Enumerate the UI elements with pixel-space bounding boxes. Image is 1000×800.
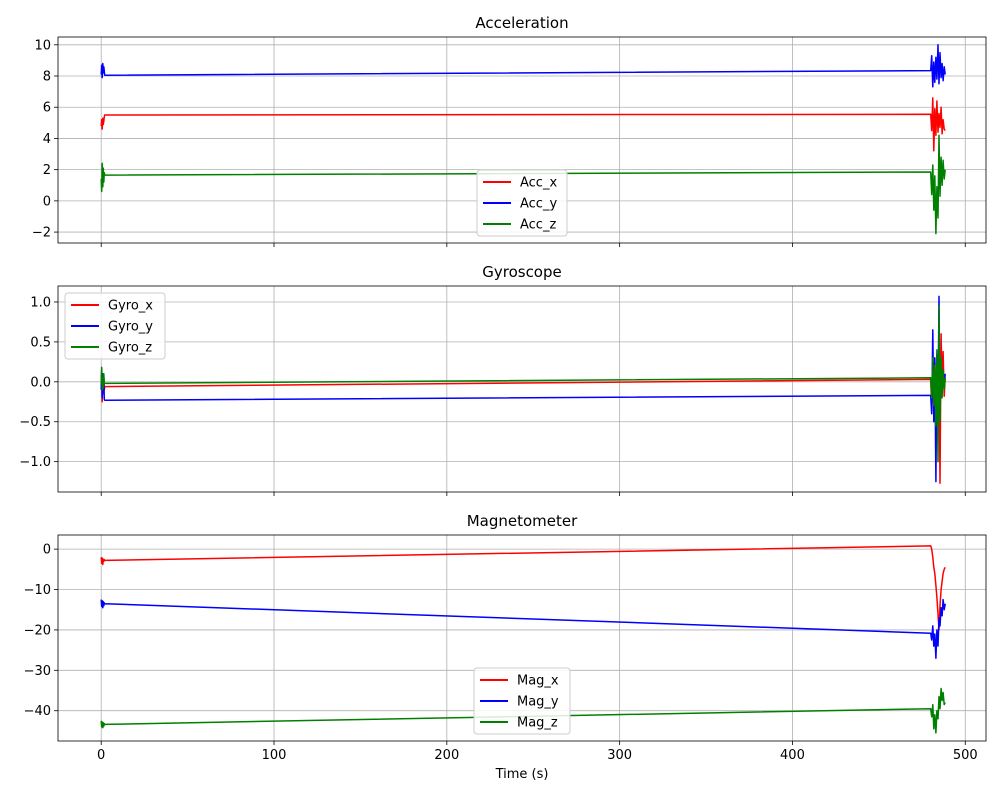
y-tick-label: 0.0: [30, 375, 51, 390]
subplot-2: −1.0−0.50.00.51.0GyroscopeGyro_xGyro_yGy…: [19, 263, 987, 496]
legend-box: [476, 169, 568, 237]
y-tick-label: −1.0: [19, 455, 51, 470]
series-line-acc-x: [100, 97, 946, 152]
legend-box: [473, 667, 571, 735]
legend-label: Gyro_y: [108, 320, 153, 335]
axes-frame: [57, 36, 987, 244]
series-line-gyro-z: [100, 305, 946, 463]
legend-label: Gyro_x: [108, 299, 153, 314]
series-line-gyro-x: [100, 333, 946, 484]
y-tick-label: 2: [43, 163, 51, 178]
legend-label: Mag_y: [517, 695, 559, 710]
subplot-title: Magnetometer: [467, 512, 578, 530]
y-tick-label: −10: [24, 583, 51, 598]
y-tick-label: 0: [43, 543, 51, 558]
series-line-mag-x: [100, 545, 946, 631]
subplot-title: Acceleration: [475, 14, 568, 32]
x-tick-label: 200: [434, 748, 459, 763]
axes-frame: [57, 534, 987, 742]
series-group: [100, 295, 946, 484]
series-line-gyro-y: [100, 295, 946, 483]
y-tick-label: −0.5: [19, 415, 51, 430]
y-tick-label: −30: [24, 664, 51, 679]
y-tick-label: −40: [24, 704, 51, 719]
axes-frame: [57, 285, 987, 493]
legend-label: Acc_z: [520, 218, 556, 233]
x-tick-label: 0: [97, 748, 105, 763]
series-line-acc-z: [100, 134, 946, 235]
legend-label: Acc_y: [520, 197, 557, 212]
subplot-1: −2 0 2 4 6 8 10 Acceleration Acc_x Acc_y Acc_z: [32, 14, 987, 247]
legend-label: Gyro_z: [108, 341, 152, 356]
series-line-mag-y: [100, 598, 946, 659]
series-group: [100, 545, 946, 734]
series-line-mag-z: [100, 687, 946, 734]
legend: Gyro_x Gyro_y Gyro_z: [64, 292, 166, 360]
subplot-3: 0 100 200 300 400 500 −40 −30 −20 −10 0 Magnetomete…: [24, 512, 987, 782]
legend: Mag_x Mag_y Mag_z: [473, 667, 571, 735]
x-axis-label: Time (s): [495, 767, 549, 782]
series-group: [100, 44, 946, 235]
legend-box: [64, 292, 166, 360]
subplot-title: Gyroscope: [482, 263, 562, 281]
x-tick-label: 300: [607, 748, 632, 763]
x-tick-label: 500: [953, 748, 978, 763]
legend: Acc_x Acc_y Acc_z: [476, 169, 568, 237]
y-tick-label: −20: [24, 623, 51, 638]
y-tick-label: 0: [43, 194, 51, 209]
x-tick-label: 100: [262, 748, 287, 763]
y-tick-label: 1.0: [30, 295, 51, 310]
y-tick-label: 0.5: [30, 335, 51, 350]
y-tick-label: 4: [43, 132, 51, 147]
legend-label: Acc_x: [520, 176, 557, 191]
y-tick-label: −2: [32, 226, 51, 241]
series-line-acc-y: [100, 44, 946, 88]
legend-label: Mag_z: [517, 716, 558, 731]
y-tick-label: 6: [43, 101, 51, 116]
y-tick-label: 8: [43, 70, 51, 85]
legend-label: Mag_x: [517, 674, 559, 689]
y-tick-label: 10: [34, 38, 51, 53]
x-tick-label: 400: [780, 748, 805, 763]
